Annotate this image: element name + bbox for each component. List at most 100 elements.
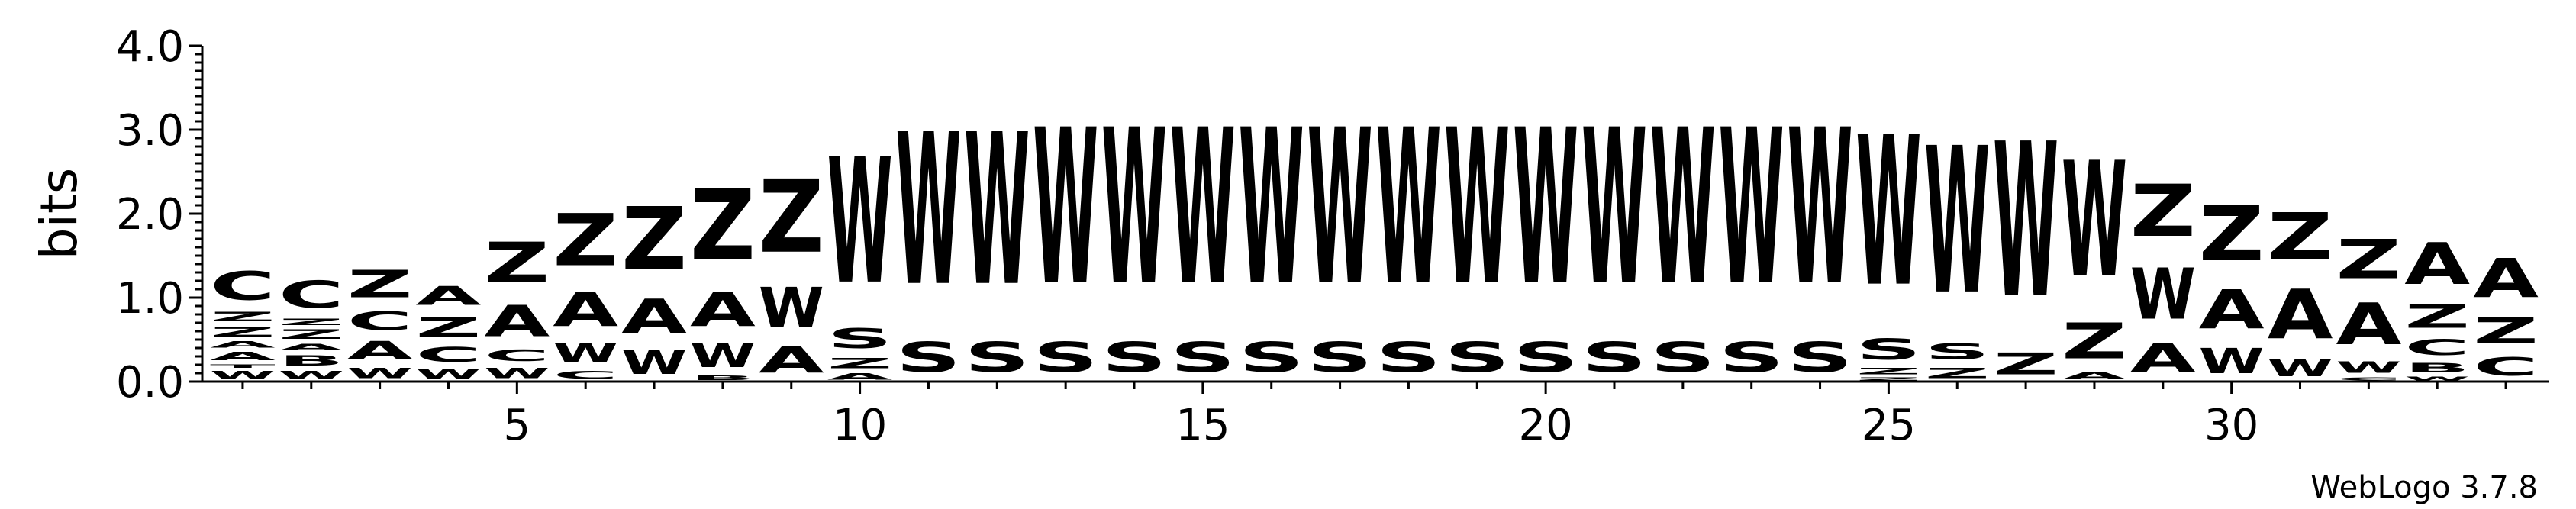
logo-letter-z-pos26-0: Z: [1924, 365, 1990, 382]
logo-letter-w-pos17-1: W: [1307, 85, 1373, 333]
logo-letter-a-pos10-0: A: [827, 372, 893, 382]
logo-letter-w-pos8-1: W: [690, 337, 756, 375]
logo-letter-s-pos17-0: S: [1307, 333, 1373, 382]
logo-letter-z-pos9-2: Z: [759, 159, 824, 276]
logo-letter-s-pos10-2: S: [827, 323, 893, 355]
logo-letter-c-pos1-6: C: [210, 264, 276, 310]
logo-letter-z-pos10-1: Z: [827, 355, 893, 372]
x-tick-label: 25: [1862, 401, 1916, 450]
weblogo-credit: WebLogo 3.7.8: [2310, 470, 2538, 505]
logo-letter-w-pos25-3: W: [1855, 93, 1921, 333]
logo-letter-a-pos33-4: A: [2404, 231, 2470, 298]
x-tick-label: 10: [833, 401, 887, 450]
logo-letter-w-pos16-1: W: [1239, 85, 1304, 333]
logo-letter-s-pos12-0: S: [964, 333, 1030, 382]
logo-letter-w-pos30-0: W: [2199, 342, 2265, 382]
x-tick-labels: 5 10 15 20 25 30: [504, 401, 2259, 450]
logo-letter-a-pos2-2: A: [279, 342, 344, 352]
x-tick-label: 5: [504, 401, 531, 450]
logo-letter-z-pos31-2: Z: [2268, 200, 2333, 275]
logo-letter-w-pos9-1: W: [759, 276, 824, 340]
logo-letter-z-pos1-5: Z: [210, 310, 276, 325]
logo-letter-w-pos19-1: W: [1444, 85, 1510, 333]
logo-letter-a-pos29-0: A: [2130, 336, 2196, 382]
logo-letter-s-pos11-0: S: [896, 333, 962, 382]
logo-letter-z-pos5-3: Z: [484, 231, 550, 296]
logo-letter-w-pos33-0: W: [2404, 375, 2470, 382]
logo-letter-z-pos28-1: Z: [2062, 314, 2127, 370]
logo-letter-c-pos6-0: C: [553, 369, 618, 382]
logo-letter-a-pos31-1: A: [2268, 275, 2333, 355]
logo-letter-s-pos25-2: S: [1855, 333, 1921, 366]
logo-letter-a-pos34-2: A: [2473, 247, 2539, 310]
logo-letter-z-pos2-4: Z: [279, 317, 344, 327]
logo-letter-w-pos26-2: W: [1924, 105, 1990, 339]
logo-letter-z-pos34-1: Z: [2473, 311, 2539, 353]
logo-letter-s-pos19-0: S: [1444, 333, 1510, 382]
logo-letter-w-pos5-0: W: [484, 365, 550, 382]
logo-letter-w-pos29-1: W: [2130, 254, 2196, 336]
logo-letter-z-pos3-3: Z: [347, 263, 413, 306]
logo-letter-w-pos13-1: W: [1033, 85, 1098, 333]
y-tick-label: 4.0: [116, 22, 184, 72]
y-tick-label: 1.0: [116, 274, 184, 324]
x-tick-label: 30: [2204, 401, 2258, 450]
logo-letter-w-pos23-1: W: [1719, 85, 1785, 333]
logo-letter-c-pos34-0: C: [2473, 353, 2539, 382]
logo-letter-a-pos30-1: A: [2199, 279, 2265, 341]
logo-axes: [189, 44, 2549, 394]
logo-letter-w-pos20-1: W: [1513, 85, 1578, 333]
logo-letter-w-pos21-1: W: [1581, 85, 1647, 333]
logo-letter-z-pos29-2: Z: [2130, 170, 2196, 253]
logo-letter-z-pos25-1: Z: [1855, 366, 1921, 376]
logo-letter-s-pos22-0: S: [1650, 333, 1716, 382]
logo-letter-s-pos24-0: S: [1788, 333, 1853, 382]
logo-letter-z-pos30-2: Z: [2199, 191, 2265, 279]
logo-letter-w-pos22-1: W: [1650, 85, 1716, 333]
logo-letter-s-pos26-1: S: [1924, 340, 1990, 366]
logo-letter-b-pos2-1: B: [279, 353, 344, 369]
y-tick-label: 0.0: [116, 358, 184, 408]
logo-letter-z-pos2-3: Z: [279, 327, 344, 343]
y-axis-label: bits: [30, 168, 89, 260]
logo-letter-a-pos4-3: A: [416, 282, 482, 311]
y-tick-labels: 0.0 1.0 2.0 3.0 4.0: [116, 22, 184, 408]
logo-letter-a-pos1-3: A: [210, 340, 276, 350]
x-tick-label: 15: [1175, 401, 1230, 450]
logo-letter-z-pos33-3: Z: [2404, 298, 2470, 335]
logo-letter-w-pos2-0: W: [279, 369, 344, 382]
logo-letter-z-pos8-3: Z: [690, 169, 756, 282]
logo-stacks: WTAAZZCWBAZZCWACZWCZAWCAZCWAZWAZBWAZAWZA…: [210, 85, 2539, 382]
logo-letter-s-pos20-0: S: [1513, 333, 1578, 382]
logo-letter-a-pos3-1: A: [347, 337, 413, 365]
logo-letter-a-pos5-2: A: [484, 296, 550, 346]
logo-letter-a-pos28-0: A: [2062, 370, 2127, 382]
logo-letter-z-pos32-3: Z: [2336, 228, 2401, 291]
logo-letter-a-pos1-2: A: [210, 350, 276, 362]
logo-letter-w-pos18-1: W: [1376, 85, 1442, 333]
logo-letter-b-pos8-0: B: [690, 375, 756, 382]
logo-letter-w-pos31-0: W: [2268, 355, 2333, 382]
logo-letter-z-pos7-2: Z: [621, 190, 687, 290]
logo-letter-a-pos6-2: A: [553, 283, 618, 337]
logo-letter-s-pos15-0: S: [1170, 333, 1236, 382]
logo-letter-a-pos8-2: A: [690, 283, 756, 337]
logo-letter-s-pos16-0: S: [1239, 333, 1304, 382]
logo-letter-c-pos33-2: C: [2404, 336, 2470, 361]
logo-letter-w-pos12-1: W: [964, 91, 1030, 333]
logo-letter-w-pos15-1: W: [1170, 85, 1236, 333]
y-tick-label: 2.0: [116, 190, 184, 240]
logo-letter-w-pos27-1: W: [1993, 99, 2059, 346]
logo-letter-b-pos33-1: B: [2404, 360, 2470, 375]
logo-letter-w-pos32-1: W: [2336, 359, 2401, 377]
logo-letter-w-pos28-2: W: [2062, 128, 2127, 312]
logo-letter-w-pos4-0: W: [416, 367, 482, 382]
logo-letter-s-pos23-0: S: [1719, 333, 1785, 382]
logo-letter-c-pos32-0: C: [2336, 376, 2401, 382]
logo-letter-a-pos9-0: A: [759, 340, 824, 382]
logo-letter-c-pos2-5: C: [279, 274, 344, 317]
logo-letter-z-pos4-2: Z: [416, 311, 482, 343]
logo-letter-a-pos7-1: A: [621, 290, 687, 344]
logo-letter-w-pos3-0: W: [347, 365, 413, 382]
